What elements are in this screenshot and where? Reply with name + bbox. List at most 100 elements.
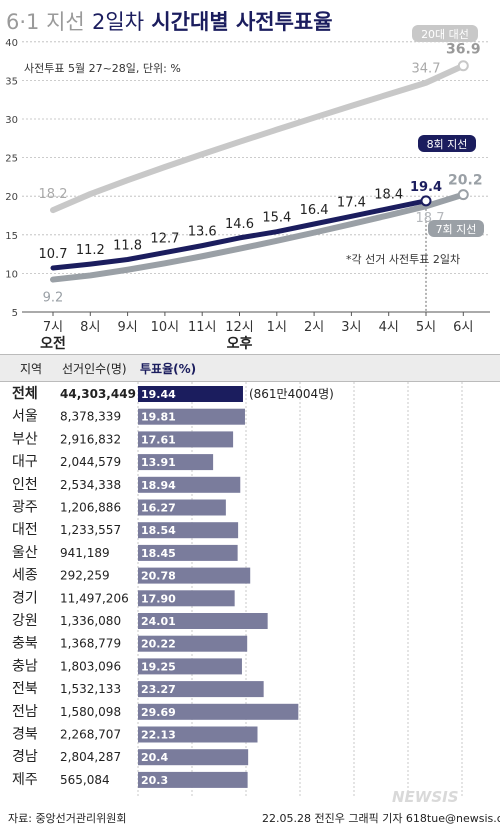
turnout-value-label: 22.13	[141, 729, 176, 742]
region-label: 인천	[12, 477, 38, 493]
region-label: 서울	[12, 409, 38, 425]
data-label: 10.7	[39, 247, 68, 262]
y-tick-label: 30	[5, 115, 18, 126]
x-tick-label: 10시	[151, 320, 180, 335]
voter-count: 1,336,080	[60, 614, 121, 628]
credit-text: 22.05.28 전진우 그래픽 기자 618tue@newsis.com	[262, 812, 500, 825]
legend-label-20th-presidential: 20대 대선	[421, 28, 469, 41]
x-tick-label: 7시	[43, 320, 63, 335]
region-label: 충북	[12, 636, 38, 652]
y-tick-label: 5	[12, 308, 18, 319]
chart-title: 6·1 지선 2일차 시간대별 사전투표율	[6, 6, 333, 36]
title-mid: 2일차	[92, 10, 145, 34]
title-main: 시간대별 사전투표율	[151, 10, 333, 34]
voter-count: 1,803,096	[60, 659, 121, 673]
x-tick-label: 4시	[379, 320, 399, 335]
region-label: 부산	[12, 431, 38, 447]
x-tick-label: 6시	[453, 320, 473, 335]
series-line	[50, 198, 429, 271]
region-label: 광주	[12, 500, 38, 516]
data-label: 17.4	[337, 195, 366, 210]
voter-count: 941,189	[60, 546, 110, 560]
turnout-value-label: 18.54	[141, 524, 176, 537]
legend-label-8th-local: 8회 지선	[427, 138, 468, 151]
bar-rows: 전체 44,303,449 19.44 서울 8,378,339 19.81 부산 2,916…	[12, 385, 334, 788]
footer: 자료: 중앙선거관리위원회 22.05.28 전진우 그래픽 기자 618tue…	[0, 788, 500, 830]
line-chart: 5 10 15 20 25 30 35 40 7시 8시 9시 10시 11시 12시 1시 2시 3시 4시 5시…	[5, 25, 490, 352]
chart-subtitle: 사전투표 5월 27~28일, 단위: %	[24, 61, 181, 75]
data-label: 15.4	[262, 211, 291, 226]
source-text: 자료: 중앙선거관리위원회	[8, 812, 127, 825]
turnout-value-label: 19.44	[141, 388, 176, 401]
region-label: 울산	[12, 545, 38, 561]
y-tick-label: 40	[5, 38, 18, 49]
voter-count: 2,916,832	[60, 432, 121, 446]
turnout-value-label: 17.61	[141, 433, 176, 446]
newsis-logo: NEWSIS	[392, 788, 459, 806]
turnout-value-label: 18.45	[141, 547, 176, 560]
region-label: 강원	[12, 613, 38, 629]
region-label: 대구	[12, 454, 38, 470]
table-header: 지역 선거인수(명) 투표율(%)	[0, 354, 500, 382]
region-label: 전체	[12, 385, 38, 402]
region-label: 경북	[12, 727, 38, 743]
x-tick-label: 5시	[416, 320, 436, 335]
y-tick-label: 35	[5, 76, 18, 87]
voter-count: 1,368,779	[60, 637, 121, 651]
col-voters: 선거인수(명)	[62, 362, 127, 376]
turnout-value-label: 24.01	[141, 615, 176, 628]
data-label: 18.4	[374, 188, 403, 203]
data-label: 20.2	[448, 173, 483, 189]
line-labels-group: 18.234.736.99.218.720.210.7 11.2 11.8 12.7 1…	[39, 25, 484, 306]
series-line	[50, 191, 467, 283]
region-label: 경기	[12, 590, 38, 606]
x-tick-label: 12시	[225, 320, 254, 335]
turnout-value-label: 19.81	[141, 411, 176, 424]
voter-count: 2,804,287	[60, 750, 121, 764]
voter-count: 292,259	[60, 569, 110, 583]
data-label: 19.4	[410, 180, 442, 195]
turnout-value-label: 23.27	[141, 683, 176, 696]
region-label: 경남	[12, 749, 38, 765]
data-label: 11.8	[113, 239, 142, 254]
turnout-value-label: 16.27	[141, 502, 176, 515]
turnout-bar	[138, 771, 248, 788]
turnout-bar	[138, 613, 268, 629]
voter-count: 1,532,133	[60, 682, 121, 696]
region-label: 전북	[12, 681, 38, 697]
voter-count: 2,534,338	[60, 478, 121, 492]
title-prefix: 6·1 지선	[6, 10, 85, 34]
col-turnout: 투표율(%)	[140, 362, 197, 376]
data-label: 13.6	[188, 225, 217, 240]
legend-label-7th-local-bg	[428, 220, 484, 237]
turnout-bar	[138, 658, 242, 675]
data-label: 34.7	[412, 62, 441, 77]
voter-count: 44,303,449	[60, 387, 136, 401]
turnout-bar	[138, 454, 214, 471]
series-line	[50, 62, 467, 214]
turnout-bar	[138, 499, 226, 516]
x-tick-label: 9시	[117, 320, 137, 335]
col-region: 지역	[20, 362, 43, 376]
y-tick-label: 15	[5, 231, 18, 242]
turnout-bar	[138, 749, 249, 766]
chart-annotation: *각 선거 사전투표 2일차	[346, 252, 460, 266]
region-label: 충남	[12, 658, 38, 674]
turnout-value-label: 20.22	[141, 638, 176, 651]
y-tick-label: 10	[5, 269, 18, 280]
turnout-value-label: 19.25	[141, 660, 176, 673]
turnout-bar	[138, 703, 299, 720]
voter-count: 1,206,886	[60, 501, 121, 515]
data-label: 16.4	[300, 203, 329, 218]
turnout-bar	[138, 431, 234, 448]
region-label: 세종	[12, 568, 38, 584]
x-tick-label: 8시	[80, 320, 100, 335]
voter-count: 11,497,206	[60, 591, 129, 605]
turnout-bar	[138, 522, 239, 539]
data-label: 9.2	[43, 291, 64, 306]
turnout-value-label: 29.69	[141, 706, 176, 719]
turnout-value-label: 18.94	[141, 479, 176, 492]
data-label: 36.9	[446, 42, 481, 58]
x-tick-label: 2시	[304, 320, 324, 335]
voter-count: 8,378,339	[60, 410, 121, 424]
